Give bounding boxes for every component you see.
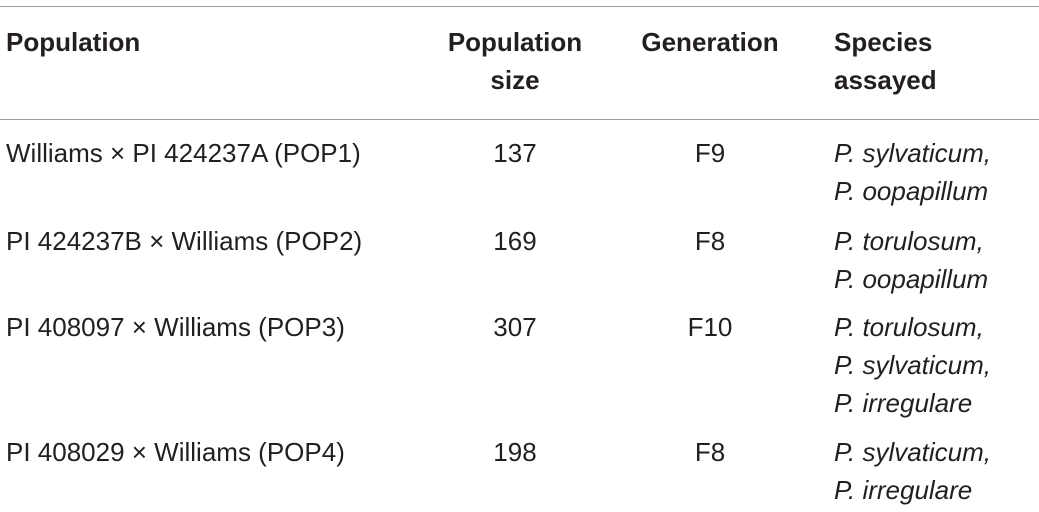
row2-population: PI 424237B × Williams (POP2) <box>6 226 363 256</box>
header-population-size-line1: Population <box>447 27 583 57</box>
row3-species-3: P. irregulare <box>834 388 973 418</box>
row4-species-2: P. irregulare <box>834 475 973 505</box>
row2-species-1: P. torulosum, <box>834 226 984 256</box>
header-species-line1: Species <box>834 27 933 57</box>
row3-species-1: P. torulosum, <box>834 312 984 342</box>
row1-population: Williams × PI 424237A (POP1) <box>6 138 361 168</box>
header-species-line2: assayed <box>834 65 937 95</box>
row3-species-2: P. sylvaticum, <box>834 350 992 380</box>
header-population: Population <box>6 27 141 57</box>
row1-size: 137 <box>493 138 537 168</box>
row1-generation: F9 <box>694 138 726 168</box>
header-bottom-rule <box>0 119 1039 120</box>
row3-size: 307 <box>493 312 537 342</box>
row1-species-2: P. oopapillum <box>834 176 989 206</box>
row4-species-1: P. sylvaticum, <box>834 437 992 467</box>
row4-population: PI 408029 × Williams (POP4) <box>6 437 345 467</box>
row2-species-2: P. oopapillum <box>834 264 989 294</box>
header-generation: Generation <box>641 27 779 57</box>
row2-generation: F8 <box>694 226 726 256</box>
row3-generation: F10 <box>687 312 733 342</box>
row3-population: PI 408097 × Williams (POP3) <box>6 312 345 342</box>
row4-generation: F8 <box>694 437 726 467</box>
header-population-size-line2: size <box>490 65 540 95</box>
row2-size: 169 <box>493 226 537 256</box>
row4-size: 198 <box>493 437 537 467</box>
row1-species-1: P. sylvaticum, <box>834 138 992 168</box>
table-top-rule <box>0 6 1039 7</box>
